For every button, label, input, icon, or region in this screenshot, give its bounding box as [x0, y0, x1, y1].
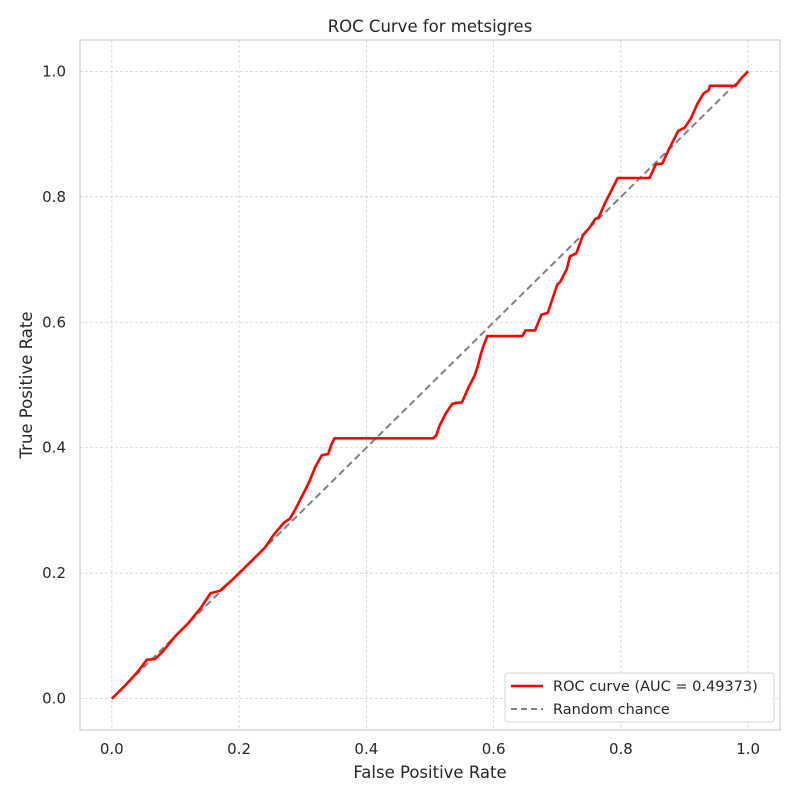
random-chance-line: [111, 70, 749, 700]
y-tick-label: 0.4: [42, 439, 66, 457]
x-axis-label: False Positive Rate: [353, 763, 506, 782]
y-axis-ticks: 0.0 0.2 0.4 0.6 0.8 1.0: [42, 62, 66, 707]
y-tick-label: 0.0: [42, 690, 66, 708]
legend: ROC curve (AUC = 0.49373) Random chance: [504, 672, 775, 723]
legend-random-label: Random chance: [553, 702, 670, 718]
x-tick-label: 0.2: [227, 740, 251, 758]
series-layer: [110, 70, 750, 700]
x-axis-ticks: 0.0 0.2 0.4 0.6 0.8 1.0: [100, 740, 760, 758]
x-tick-label: 1.0: [736, 740, 760, 758]
roc-curve-line: [110, 70, 750, 700]
x-tick-label: 0.8: [609, 740, 633, 758]
x-tick-label: 0.0: [100, 740, 124, 758]
y-axis-label: True Positive Rate: [17, 312, 36, 460]
y-tick-label: 0.8: [42, 188, 66, 206]
legend-roc-label: ROC curve (AUC = 0.49373): [553, 679, 758, 695]
grid-lines: [80, 40, 780, 730]
y-tick-label: 0.6: [42, 313, 66, 331]
y-tick-label: 0.2: [42, 564, 66, 582]
x-tick-label: 0.4: [354, 740, 378, 758]
plot-area-border: [79, 39, 781, 731]
legend-box: [504, 672, 775, 723]
chart-title: ROC Curve for metsigres: [328, 17, 533, 36]
y-tick-label: 1.0: [42, 62, 66, 80]
x-tick-label: 0.6: [482, 740, 506, 758]
